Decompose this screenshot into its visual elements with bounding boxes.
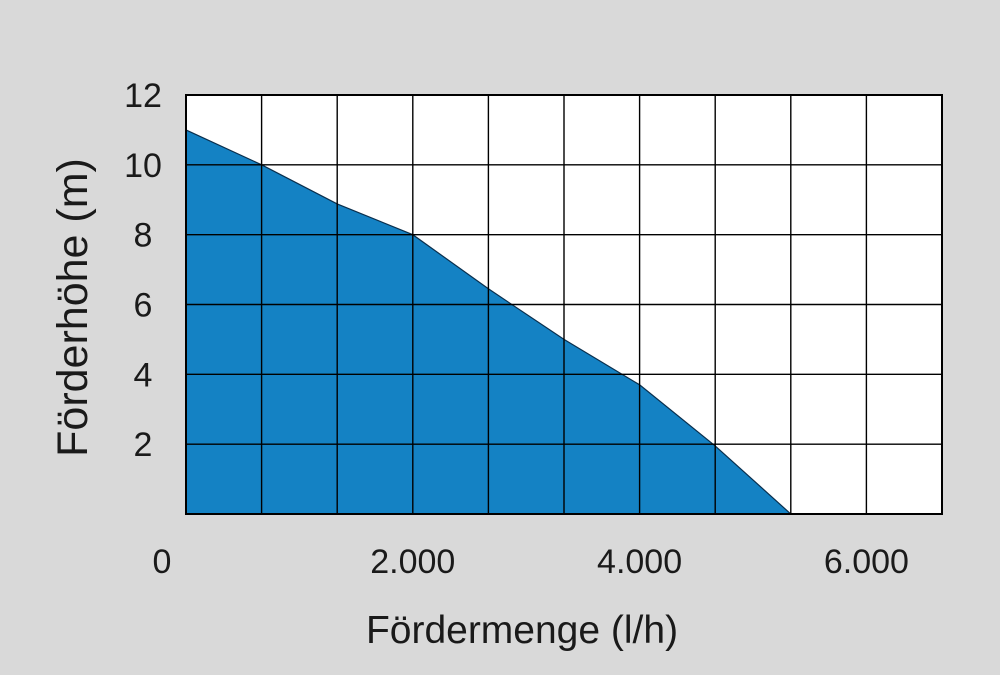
- svg-text:Förderhöhe (m): Förderhöhe (m): [49, 158, 97, 457]
- svg-text:4: 4: [134, 356, 153, 394]
- svg-text:12: 12: [124, 77, 162, 115]
- svg-text:2: 2: [134, 426, 153, 464]
- svg-text:2.000: 2.000: [370, 543, 455, 581]
- svg-text:8: 8: [134, 217, 153, 255]
- svg-text:Fördermenge (l/h): Fördermenge (l/h): [366, 609, 678, 652]
- svg-text:0: 0: [153, 543, 172, 581]
- svg-text:10: 10: [124, 147, 162, 185]
- svg-text:6: 6: [134, 287, 153, 325]
- svg-text:4.000: 4.000: [597, 543, 682, 581]
- svg-text:6.000: 6.000: [824, 543, 909, 581]
